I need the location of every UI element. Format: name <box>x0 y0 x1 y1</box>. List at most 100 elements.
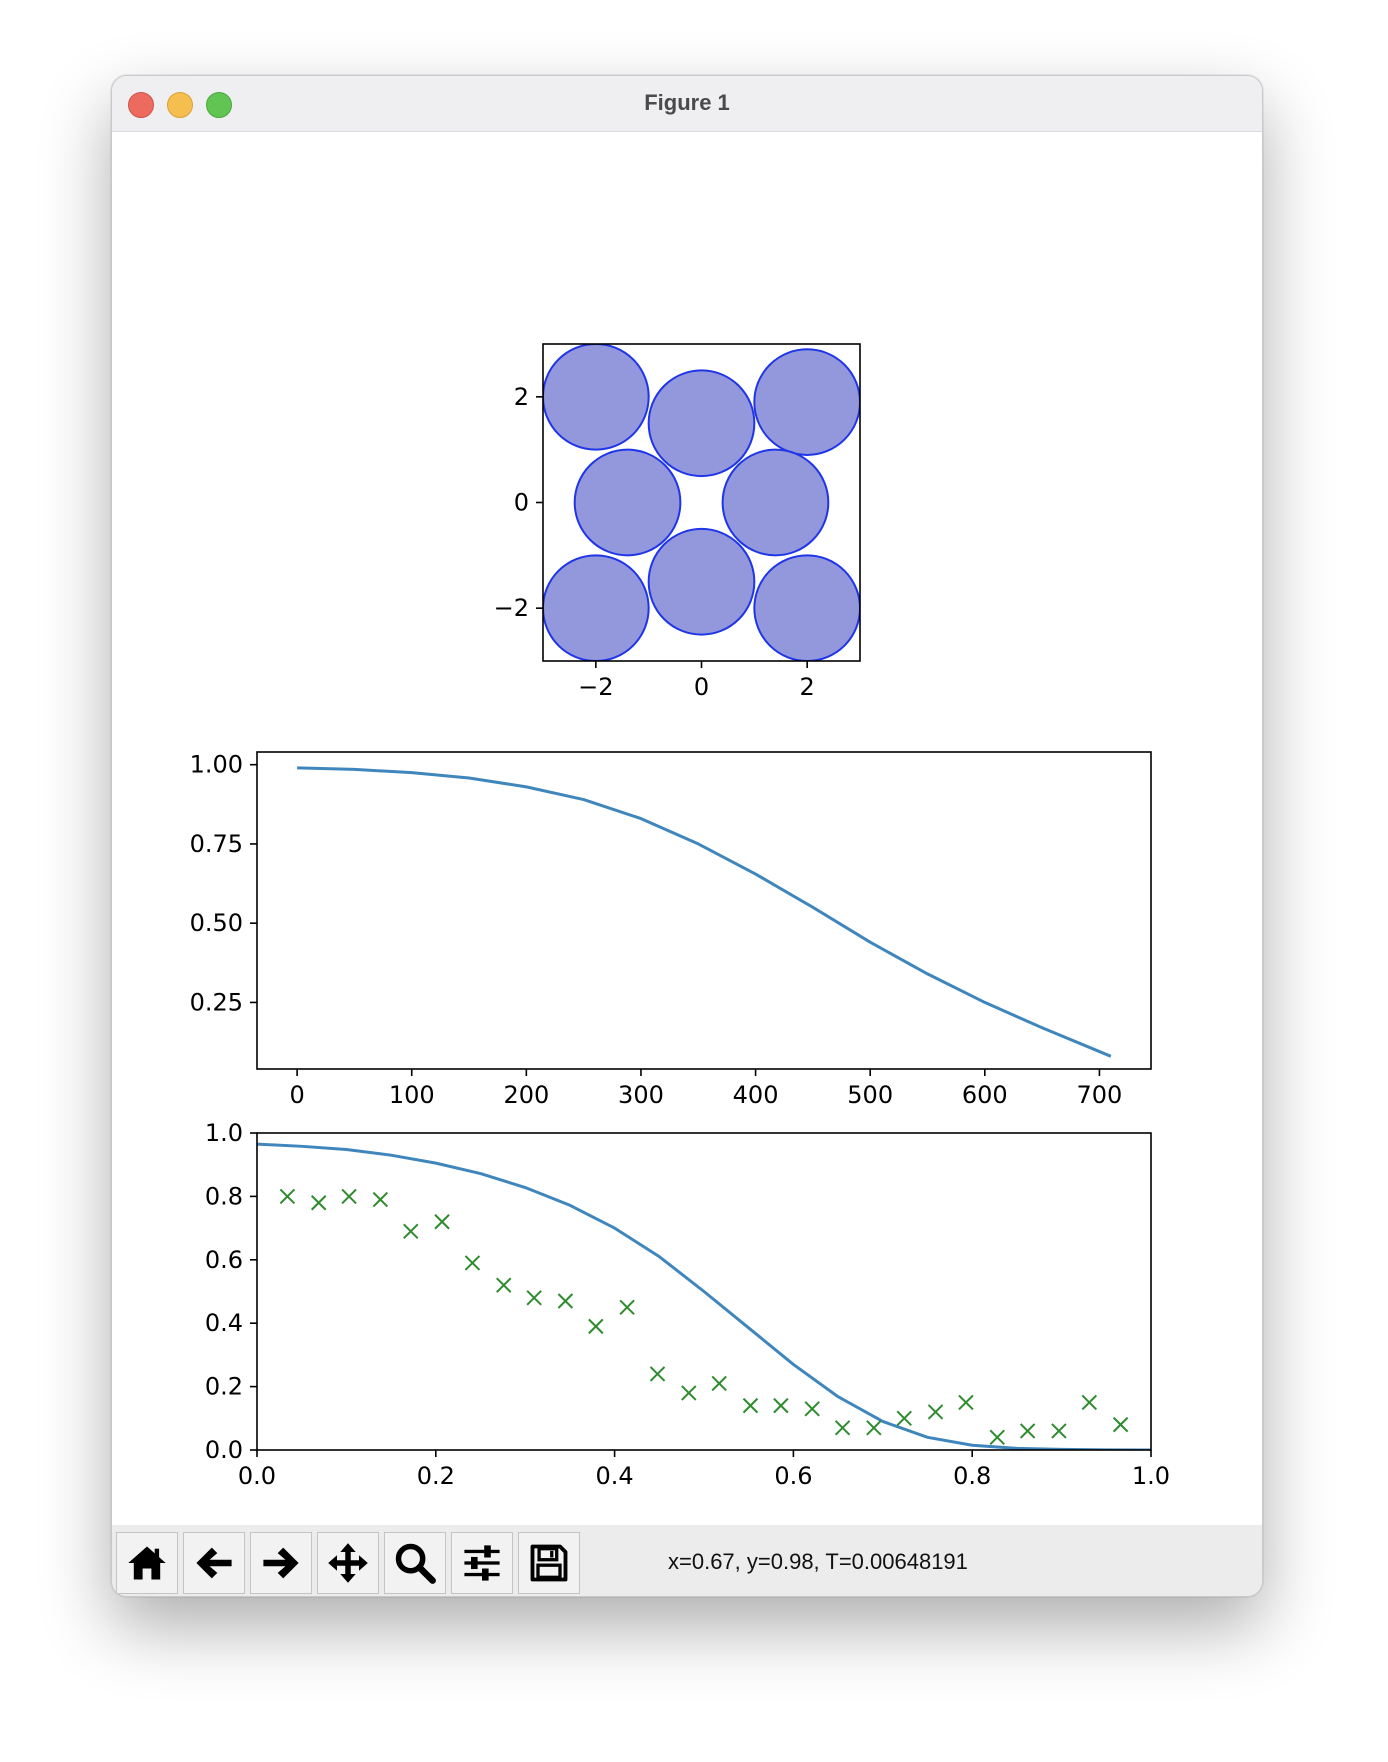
y-tick-label: 0.25 <box>190 988 243 1016</box>
x-marker <box>1081 1394 1098 1411</box>
x-tick-label: 0.0 <box>238 1462 276 1490</box>
x-marker <box>742 1397 759 1414</box>
pan-button[interactable] <box>317 1532 379 1594</box>
x-marker <box>804 1401 820 1417</box>
plot-area <box>297 766 1112 1058</box>
x-tick-label: 600 <box>962 1081 1008 1109</box>
line-axes: 0 100 200 300 400 500 600 700 0.25 0.50 0.75 1.00 <box>190 751 1152 1109</box>
series-line <box>257 1142 1151 1450</box>
x-marker <box>773 1397 789 1414</box>
x-marker <box>649 1366 666 1382</box>
axes-frame <box>256 751 1152 1070</box>
zoom-icon <box>395 1543 436 1584</box>
pan-icon <box>328 1543 368 1583</box>
zoom-button[interactable] <box>384 1532 446 1594</box>
y-tick-label: 0.6 <box>205 1246 243 1274</box>
x-marker <box>834 1420 851 1436</box>
y-tick-label: 0 <box>514 489 529 517</box>
figure-canvas[interactable]: −2 0 2−202 0 100 200 300 400 500 600 7000.250.500… <box>112 132 1262 1525</box>
y-tick-label: 0.2 <box>205 1373 243 1401</box>
x-tick-label: 400 <box>733 1081 779 1109</box>
series-line <box>297 766 1112 1058</box>
y-tick-label: 1.00 <box>190 751 243 779</box>
x-tick-label: 300 <box>618 1081 664 1109</box>
x-tick-label: 700 <box>1077 1081 1123 1109</box>
x-marker <box>434 1214 450 1230</box>
y-tick-label: 0.0 <box>205 1436 243 1464</box>
x-marker <box>1019 1423 1036 1439</box>
x-marker <box>1112 1416 1129 1433</box>
close-window-button[interactable] <box>128 92 154 118</box>
x-marker <box>557 1293 574 1309</box>
y-tick-label: 0.4 <box>205 1309 243 1337</box>
x-marker <box>403 1223 419 1239</box>
y-tick-label: −2 <box>494 594 529 622</box>
x-marker <box>866 1420 882 1436</box>
circle-patch <box>721 448 830 557</box>
x-tick-label: 0 <box>289 1081 304 1109</box>
x-marker <box>310 1195 327 1211</box>
home-button[interactable] <box>116 1532 178 1594</box>
x-tick-label: 0.4 <box>596 1462 634 1490</box>
minimize-window-button[interactable] <box>167 92 193 118</box>
x-tick-label: 0.2 <box>417 1462 455 1490</box>
axes-frame <box>256 1132 1152 1451</box>
x-marker <box>588 1318 604 1335</box>
figure-window: Figure 1 −2 0 2 −2 0 2 0 100 200 300 400 500 600 700… <box>111 75 1263 1597</box>
x-marker <box>279 1188 296 1205</box>
configure-subplots-button[interactable] <box>451 1532 513 1594</box>
x-marker <box>526 1290 542 1306</box>
x-marker <box>989 1429 1005 1446</box>
x-tick-label: 0.6 <box>774 1462 812 1490</box>
circle-patch <box>543 554 650 661</box>
x-marker <box>341 1188 357 1205</box>
x-tick-label: 100 <box>389 1081 435 1109</box>
zoom-window-button[interactable] <box>206 92 232 118</box>
circles-axes: −2 0 2 −2 0 2 <box>494 343 861 701</box>
x-marker <box>496 1277 512 1293</box>
x-tick-label: 500 <box>847 1081 893 1109</box>
y-tick-label: 0.50 <box>190 909 243 937</box>
save-icon <box>530 1544 568 1582</box>
x-marker <box>896 1410 912 1427</box>
x-tick-label: 2 <box>800 673 815 701</box>
home-icon <box>128 1546 166 1580</box>
x-tick-label: 0.8 <box>953 1462 991 1490</box>
save-button[interactable] <box>518 1532 580 1594</box>
plot-area <box>543 344 860 661</box>
forward-arrow-icon <box>263 1547 299 1579</box>
x-marker <box>372 1191 389 1208</box>
circle-patch <box>753 554 860 661</box>
y-tick-label: 1.0 <box>205 1119 243 1147</box>
circle-patch <box>543 344 650 451</box>
x-marker <box>1051 1423 1067 1439</box>
back-button[interactable] <box>183 1532 245 1594</box>
line-scatter-axes: 0.0 0.2 0.4 0.6 0.8 1.0 0.0 0.2 0.4 0.6 0.8 1.0 <box>205 1119 1170 1490</box>
circle-patch <box>647 369 756 478</box>
y-tick-label: 0.8 <box>205 1182 243 1210</box>
window-title: Figure 1 <box>644 90 730 115</box>
x-tick-label: 0 <box>694 673 709 701</box>
x-marker <box>958 1394 974 1411</box>
plot-area <box>257 1142 1151 1450</box>
y-tick-label: 0.75 <box>190 830 243 858</box>
x-marker <box>681 1385 697 1401</box>
configure-subplots-icon <box>464 1545 500 1581</box>
navigation-toolbar: x=0.67, y=0.98, T=0.00648191 <box>112 1525 1262 1596</box>
x-tick-label: −2 <box>578 673 613 701</box>
circle-patch <box>573 448 682 557</box>
title-bar: Figure 1 <box>112 76 1262 132</box>
x-tick-label: 200 <box>503 1081 549 1109</box>
x-tick-label: 1.0 <box>1132 1462 1170 1490</box>
x-marker <box>711 1375 727 1392</box>
forward-button[interactable] <box>250 1532 312 1594</box>
axes-frame <box>542 343 861 662</box>
y-tick-label: 2 <box>514 383 529 411</box>
x-marker <box>927 1404 944 1420</box>
x-marker <box>619 1299 635 1316</box>
cursor-status-text: x=0.67, y=0.98, T=0.00648191 <box>668 1549 968 1574</box>
circle-patch <box>647 527 756 636</box>
x-marker <box>464 1255 481 1271</box>
circle-patch <box>753 348 860 456</box>
back-arrow-icon <box>196 1547 232 1579</box>
